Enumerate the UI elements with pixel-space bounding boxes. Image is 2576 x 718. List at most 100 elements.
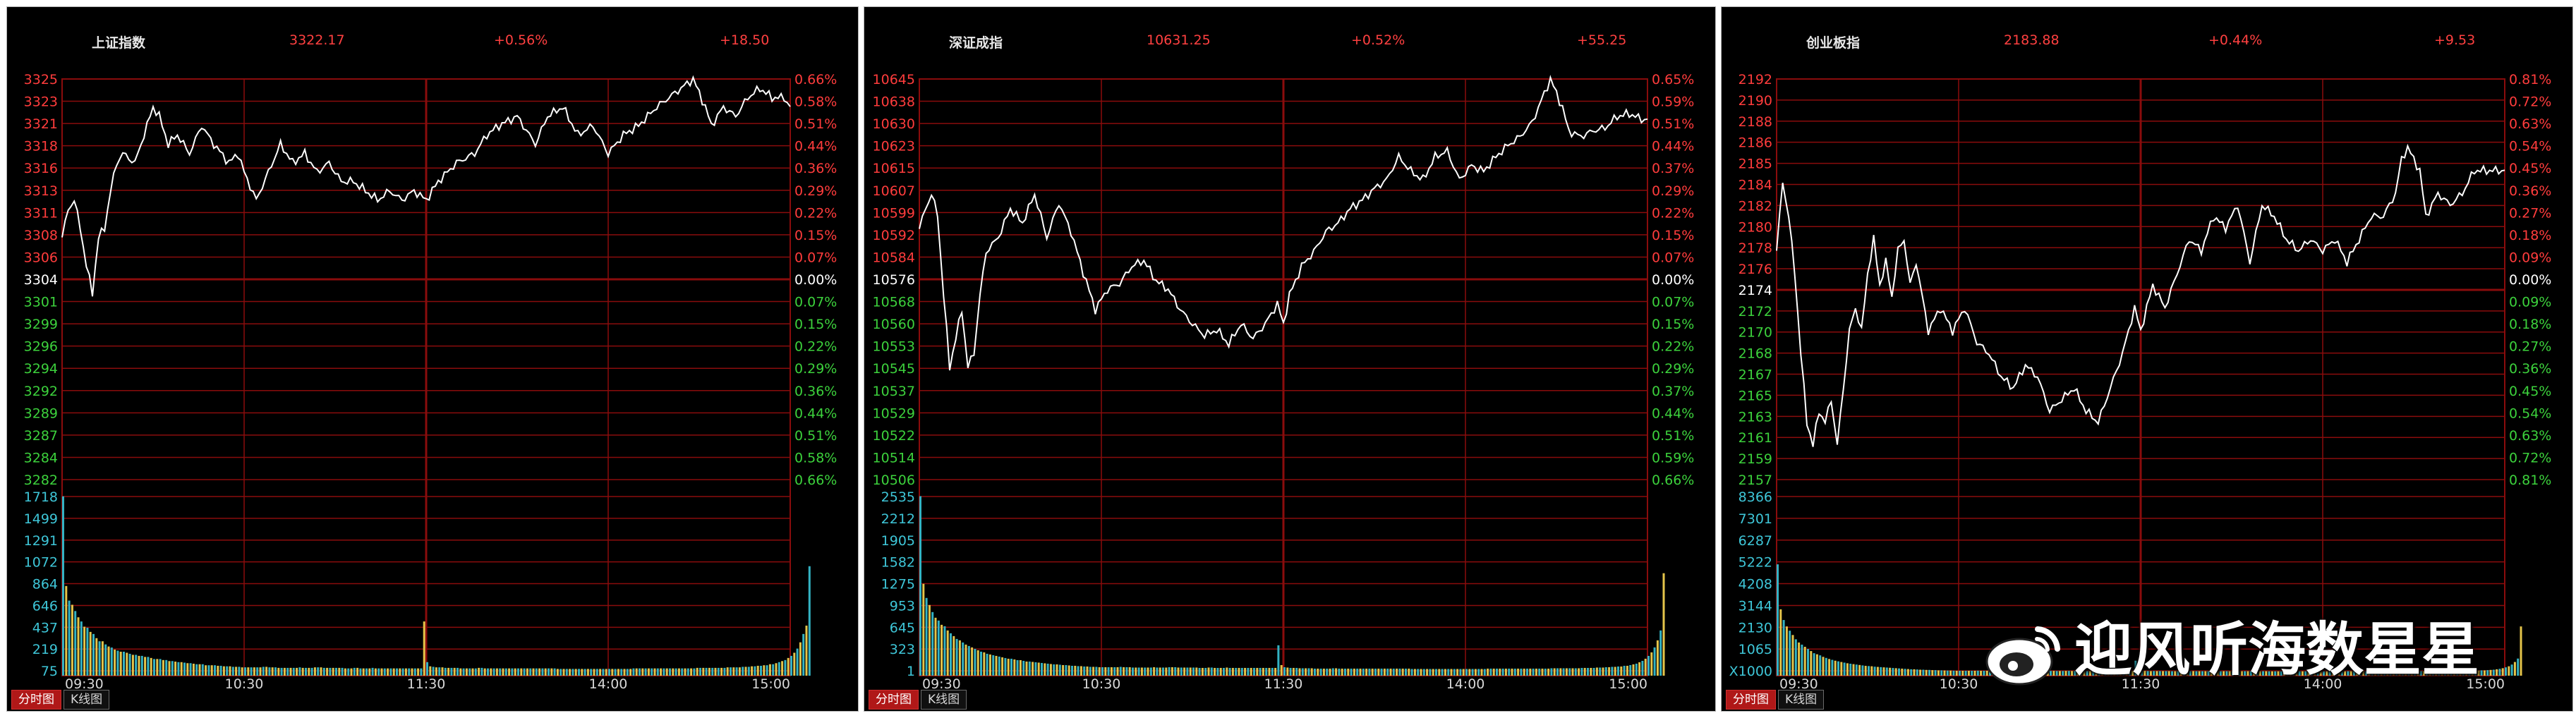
tab-intraday[interactable]: 分时图 (1726, 690, 1776, 710)
intraday-chart[interactable]: 10645 10638 10630 10623 10615 10607 10599 10592… (864, 7, 1717, 712)
percent-tick-label: 0.72% (2509, 450, 2551, 466)
volume-bar (1777, 564, 1779, 676)
volume-bar (1617, 666, 1619, 676)
volume-bar (2389, 671, 2392, 676)
volume-bar (107, 646, 110, 676)
volume-bar (438, 667, 441, 676)
volume-bar (2480, 670, 2483, 676)
volume-bar (1350, 668, 1353, 676)
tab-kline[interactable]: K线图 (1778, 690, 1825, 710)
volume-bar (396, 668, 398, 676)
tab-intraday[interactable]: 分时图 (11, 690, 61, 710)
volume-tick-label: 645 (890, 620, 915, 635)
volume-bar (2064, 671, 2067, 676)
volume-bar (1599, 667, 1602, 676)
volume-bar (350, 668, 353, 676)
volume-bar (210, 665, 213, 676)
volume-bar (1432, 669, 1434, 676)
price-tick-label: 3321 (24, 116, 58, 132)
volume-bar (919, 496, 921, 676)
volume-bar (2316, 671, 2319, 676)
volume-bar (183, 662, 186, 676)
volume-bar (1791, 635, 1794, 676)
time-tick-label: 09:30 (65, 676, 104, 692)
intraday-chart[interactable]: 2192 2190 2188 2186 2185 2184 2182 2180 2178 2176… (1722, 7, 2574, 712)
volume-bar (1662, 573, 1665, 676)
volume-bar (572, 669, 574, 676)
volume-bar (1089, 667, 1092, 676)
tab-kline[interactable]: K线图 (64, 690, 110, 710)
volume-bar (1483, 669, 1486, 676)
volume-bar (1876, 667, 1879, 676)
volume-bar (974, 648, 976, 676)
volume-bar (1389, 668, 1392, 676)
volume-bar (2307, 671, 2310, 676)
volume-bar (1214, 667, 1216, 676)
volume-bar (2131, 671, 2134, 676)
volume-bar (538, 668, 541, 676)
volume-bar (1656, 640, 1659, 676)
change-percent: +0.44% (2208, 32, 2263, 48)
volume-bar (110, 647, 113, 676)
volume-bar (730, 667, 732, 676)
volume-bar (1553, 668, 1556, 676)
volume-bar (1331, 668, 1334, 676)
volume-bar (1262, 667, 1264, 676)
price-tick-label: 10522 (873, 428, 915, 444)
volume-bar (635, 668, 638, 676)
volume-bar (411, 668, 413, 676)
volume-bar (1201, 667, 1204, 676)
volume-bar (544, 668, 547, 676)
percent-tick-label: 0.44% (794, 406, 837, 421)
volume-bar (289, 667, 292, 676)
volume-tick-label: 1275 (881, 577, 915, 592)
volume-bar (140, 655, 143, 676)
volume-bar (2471, 670, 2474, 676)
volume-bar (268, 667, 271, 676)
price-tick-label: 10560 (873, 317, 915, 332)
volume-bar (217, 665, 219, 676)
volume-bar (1183, 667, 1186, 676)
volume-bar (123, 651, 125, 676)
volume-bar (413, 668, 416, 676)
price-tick-label: 2174 (1739, 283, 1772, 298)
volume-bar (2086, 671, 2088, 676)
percent-tick-label: 0.51% (1652, 116, 1694, 132)
volume-bar (1420, 669, 1422, 676)
volume-bar (417, 668, 420, 676)
volume-tick-label: 7301 (1739, 511, 1772, 527)
volume-bar (104, 644, 107, 676)
price-tick-label: 3282 (24, 473, 58, 488)
volume-bar (2104, 671, 2107, 676)
price-tick-label: 10529 (873, 406, 915, 421)
volume-bar (356, 667, 359, 676)
volume-bar (608, 669, 610, 676)
volume-bar (735, 667, 738, 676)
volume-bar (2477, 670, 2480, 676)
volume-bar (1595, 667, 1598, 676)
volume-bar (259, 667, 262, 676)
time-tick-label: 15:00 (751, 676, 790, 692)
volume-bar (1626, 665, 1628, 676)
volume-bar (1116, 667, 1119, 676)
volume-bar (1149, 667, 1152, 676)
volume-bar (2280, 671, 2282, 676)
price-tick-label: 10615 (873, 161, 915, 176)
volume-bar (574, 669, 577, 676)
volume-bar (747, 667, 750, 676)
tab-kline[interactable]: K线图 (921, 690, 967, 710)
volume-bar (2253, 671, 2256, 676)
volume-bar (2380, 671, 2383, 676)
intraday-chart[interactable]: 3325 3323 3321 3318 3316 3313 3311 3308 3306 3304… (7, 7, 859, 712)
volume-bar (253, 667, 255, 676)
volume-bar (265, 667, 268, 676)
volume-bar (599, 669, 602, 676)
volume-bar (1383, 668, 1386, 676)
volume-bar (89, 631, 92, 676)
volume-bar (1338, 668, 1341, 676)
volume-bar (1614, 667, 1616, 676)
tab-intraday[interactable]: 分时图 (869, 690, 919, 710)
volume-bar (2158, 671, 2161, 676)
volume-bar (1444, 669, 1446, 676)
volume-bar (1062, 664, 1065, 676)
